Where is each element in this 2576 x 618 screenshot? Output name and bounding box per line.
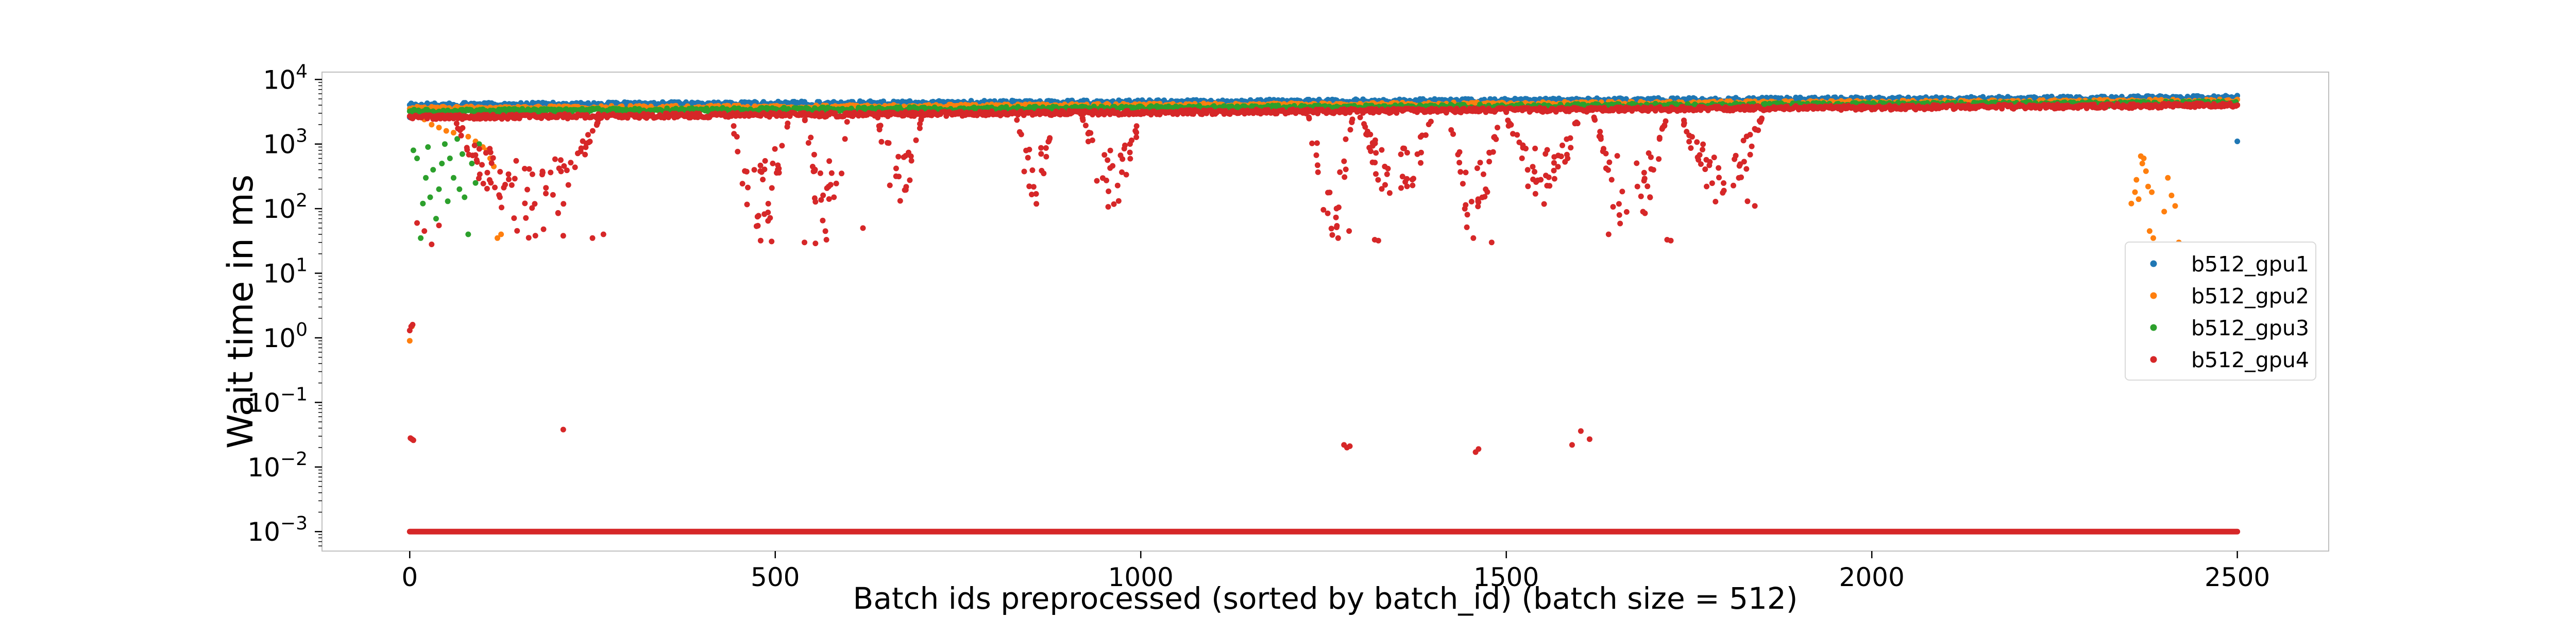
data-point: [430, 167, 436, 173]
data-point: [427, 194, 433, 200]
data-point: [2133, 177, 2140, 183]
data-point: [459, 151, 465, 157]
series-b512_gpu2: [406, 96, 2241, 344]
data-point: [2149, 189, 2155, 195]
data-point: [2128, 200, 2134, 207]
data-point: [447, 156, 453, 161]
data-point: [2143, 168, 2149, 174]
data-point: [445, 198, 451, 204]
data-point: [436, 186, 442, 192]
data-point: [406, 338, 413, 344]
data-point: [429, 122, 435, 128]
data-point: [2234, 139, 2241, 144]
data-point: [423, 175, 429, 181]
data-point: [2136, 196, 2142, 202]
data-point: [465, 133, 471, 140]
data-point: [425, 144, 431, 150]
data-point: [442, 141, 448, 147]
data-point: [436, 125, 442, 131]
data-point: [465, 231, 471, 237]
data-point: [2165, 175, 2171, 181]
data-point: [2146, 228, 2153, 234]
data-point: [414, 156, 420, 161]
series-b512_gpu4: [406, 100, 2241, 535]
data-point: [2132, 189, 2138, 195]
data-point: [2145, 183, 2151, 190]
data-point: [439, 161, 445, 166]
data-point: [433, 216, 439, 222]
data-point: [2161, 209, 2167, 215]
data-point: [456, 186, 463, 192]
data-point: [498, 231, 504, 237]
data-point: [450, 175, 456, 181]
data-point: [2168, 193, 2175, 198]
series-b512_gpu3: [406, 98, 2241, 241]
data-point: [450, 130, 456, 136]
data-point: [2150, 235, 2156, 241]
data-point: [469, 161, 475, 166]
data-point: [462, 194, 468, 200]
data-point: [2172, 203, 2178, 209]
data-point: [472, 180, 479, 186]
data-point: [418, 235, 424, 241]
data-point: [2139, 161, 2145, 166]
data-point: [443, 128, 449, 134]
data-point: [420, 200, 426, 207]
plot-marks: [406, 93, 2241, 535]
data-point: [2141, 156, 2147, 161]
data-point: [410, 147, 416, 153]
